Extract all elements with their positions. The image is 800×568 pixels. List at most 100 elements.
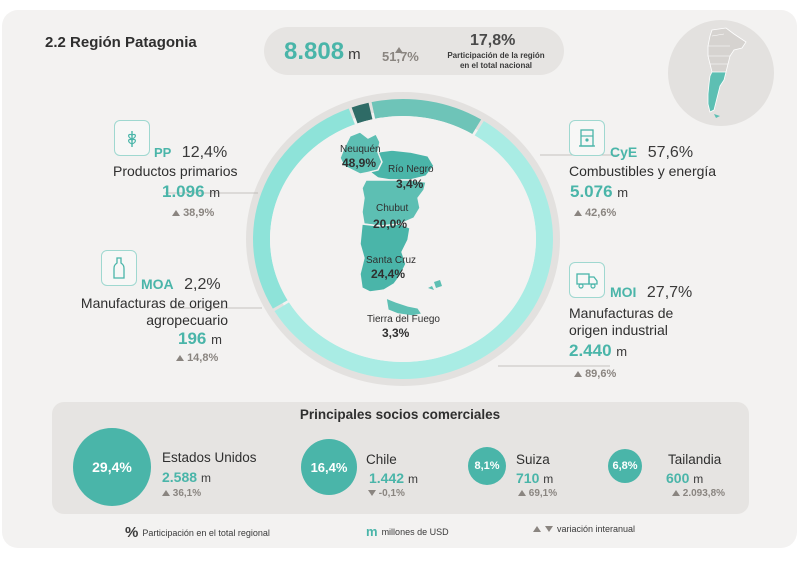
moa-name-line-2: agropecuario [146,312,228,328]
m-symbol: m [366,524,378,539]
partner-variation-value: 69,1% [528,488,558,499]
moi-name-line-2: origen industrial [569,322,668,338]
moi-value-number: 2.440 [569,341,612,360]
moi-variation-value: 89,6% [585,368,617,380]
partner-variation-chile: -0,1% [368,488,405,499]
total-unit: m [348,46,361,63]
percent-symbol: % [125,524,139,541]
triangle-up-icon [574,371,582,377]
legend-variation: variación interanual [533,524,635,534]
partner-value-suiza: 710 m [516,470,553,486]
moa-name: Manufacturas de origen agropecuario [56,295,228,329]
triangle-up-icon [518,490,526,496]
pp-pct: 12,4% [181,144,228,161]
page-title: 2.2 Región Patagonia [45,34,197,51]
moa-variation-value: 14,8% [187,352,219,364]
partner-value-tailandia: 600 m [666,470,703,486]
partner-name-chile: Chile [366,452,397,467]
partner-bubble-estados-unidos: 29,4% [73,428,151,506]
moi-value-unit: m [616,344,628,359]
cye-icon-box [569,120,605,156]
pp-name: Productos primarios [113,163,238,179]
province-label-tierra-del-fuego: Tierra del Fuego [367,314,440,325]
fuel-pump-icon [579,129,595,147]
wheat-icon [128,131,136,147]
islands-shape [428,280,442,290]
cye-name: Combustibles y energía [569,163,717,179]
triangle-up-icon [533,526,541,532]
moi-variation: 89,6% [574,368,616,380]
triangle-up-icon [176,355,184,361]
province-label-santa-cruz: Santa Cruz [366,255,417,266]
truck-icon [576,273,598,289]
partner-variation-value: 36,1% [172,488,202,499]
cye-value-unit: m [617,185,629,200]
pp-icon-box [114,120,150,156]
moa-value-number: 196 [178,329,207,348]
partner-name-suiza: Suiza [516,452,550,467]
triangle-up-icon [395,47,403,53]
donut-segment-moa [351,102,373,124]
moa-value: 196 m [178,329,222,349]
legend-percentage: % Participación en el total regional [125,524,270,541]
partner-bubble-tailandia: 6,8% [608,449,642,483]
argentina-map-icon [707,27,747,118]
region-share-caption: Participación de la región en el total na… [438,51,554,71]
partner-variation-suiza: 69,1% [518,488,557,499]
moa-icon-box [101,250,137,286]
partner-value-number: 600 [666,470,690,486]
partner-variation-tailandia: 2.093,8% [672,488,725,499]
santa-cruz-shape [359,223,411,293]
total-value: 8.808 [284,38,345,65]
province-pct-chubut: 20,0% [373,217,408,231]
moi-name-line-1: Manufacturas de [569,305,674,321]
moi-name: Manufacturas de origen industrial [569,305,673,339]
tierra-del-fuego-shape [385,296,424,317]
partner-value-number: 1.442 [369,470,405,486]
partner-name-tailandia: Tailandia [668,452,722,467]
moa-header: MOA 2,2% [141,276,221,294]
province-pct-neuquen: 48,9% [342,156,377,170]
province-pct-rio-negro: 3,4% [396,177,424,191]
triangle-up-icon [672,490,680,496]
pp-header: PP 12,4% [154,144,227,162]
partner-value-unit: m [693,472,704,486]
province-label-neuquen: Neuquén [340,144,381,155]
partner-value-unit: m [407,472,418,486]
pp-value-unit: m [209,185,221,200]
moa-pct: 2,2% [184,276,221,293]
cye-header: CyE 57,6% [610,144,693,162]
triangle-down-icon [545,526,553,532]
pp-variation: 38,9% [172,207,214,219]
province-pct-tierra-del-fuego: 3,3% [382,326,410,340]
pp-variation-value: 38,9% [183,207,215,219]
moa-value-unit: m [211,332,222,347]
partner-value-unit: m [543,472,554,486]
province-label-chubut: Chubut [376,203,409,214]
partner-value-estados-unidos: 2.588 m [162,469,211,485]
chubut-shape [361,179,427,227]
region-share: 17,8% [470,32,516,49]
legend-millions-text: millones de USD [381,526,449,537]
triangle-up-icon [574,210,582,216]
pp-abbr: PP [154,145,172,160]
moi-value: 2.440 m [569,341,627,361]
donut-segment-moi [253,108,355,309]
cye-variation-value: 42,6% [585,207,617,219]
moi-abbr: MOI [610,284,637,300]
partner-bubble-chile: 16,4% [301,439,357,495]
moa-abbr: MOA [141,276,174,292]
partner-variation-estados-unidos: 36,1% [162,488,201,499]
partner-value-number: 2.588 [162,469,198,485]
legend-millions: m millones de USD [366,524,449,539]
legend-percentage-text: Participación en el total regional [142,527,270,538]
partner-value-number: 710 [516,470,540,486]
province-label-rio-negro: Río Negro [388,164,434,175]
partner-variation-value: 2.093,8% [682,488,726,499]
total-exports: 8.808 m [284,38,361,66]
donut-segment-pp [371,99,482,135]
pp-value: 1.096 m [162,182,220,202]
triangle-up-icon [172,210,180,216]
patagonia-map [339,131,442,317]
pp-value-number: 1.096 [162,182,205,201]
